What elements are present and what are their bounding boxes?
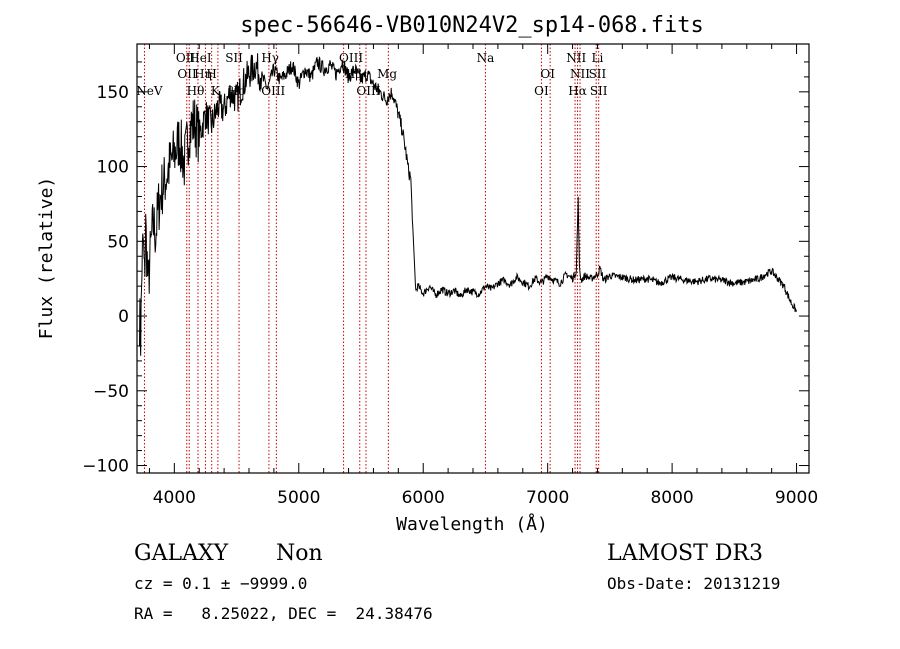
- line-label-K: K: [211, 84, 221, 98]
- class-label: GALAXY: [134, 541, 229, 566]
- x-tick-label: 5000: [277, 488, 320, 508]
- line-label-OI-b: OI: [540, 67, 555, 81]
- line-label-NII-a: NII: [566, 51, 586, 65]
- line-markers: [143, 44, 600, 473]
- line-label-OII-2: OII: [177, 67, 197, 81]
- chart-title: spec-56646-VB010N24V2_sp14-068.fits: [240, 13, 704, 38]
- line-label-NeV: NeV: [136, 84, 163, 98]
- obs-date: Obs-Date: 20131219: [607, 574, 780, 593]
- line-label-HeI: HeI: [189, 51, 212, 65]
- line-label-SII-b: SII: [590, 84, 608, 98]
- radec-text: RA = 8.25022, DEC = 24.38476: [134, 604, 433, 623]
- y-axis-label: Flux (relative): [36, 177, 57, 340]
- cz-text: cz = 0.1 ± −9999.0: [134, 574, 307, 593]
- line-label-H-eta: Hη: [194, 67, 212, 81]
- line-label-H-zeta: H: [206, 67, 216, 81]
- line-label-NII-b: NII: [570, 67, 590, 81]
- y-tick-label: 150: [97, 83, 129, 103]
- x-tick-label: 8000: [650, 488, 693, 508]
- line-label-Mg: Mg: [377, 67, 397, 81]
- line-label-Hgamma: Hγ: [261, 51, 279, 65]
- line-label-OIII-b: OIII: [339, 51, 363, 65]
- subclass-label: Non: [276, 541, 323, 566]
- line-label-SII: SII: [225, 51, 243, 65]
- x-axis-label: Wavelength (Å): [396, 513, 548, 535]
- survey-label: LAMOST DR3: [607, 541, 763, 566]
- spectrum-line: [139, 53, 798, 356]
- line-label-SII-a: SII: [589, 67, 607, 81]
- x-tick-label: 7000: [526, 488, 569, 508]
- line-label-Na: Na: [477, 51, 495, 65]
- y-tick-label: −100: [82, 457, 129, 477]
- line-label-Hbeta: Hβ: [345, 67, 362, 81]
- y-tick-label: 100: [97, 158, 129, 178]
- y-tick-label: −50: [93, 382, 129, 402]
- x-axis-ticks: 4000 5000 6000 7000 8000 9000: [148, 44, 818, 508]
- line-label-OI-a: OI: [534, 84, 549, 98]
- line-label-Hbeta-theta: Hθ: [187, 84, 205, 98]
- line-label-OII: OII: [176, 51, 196, 65]
- line-label-Hdelta: Ho: [228, 84, 246, 98]
- line-label-Li: Li: [592, 51, 604, 65]
- y-tick-label: 0: [118, 307, 129, 327]
- line-label-OIII-a: OIII: [261, 84, 285, 98]
- x-tick-label: 6000: [402, 488, 445, 508]
- x-tick-label: 4000: [153, 488, 196, 508]
- x-tick-label: 9000: [775, 488, 818, 508]
- y-axis-ticks: −100 −50 0 50 100 150: [82, 61, 809, 477]
- y-tick-label: 50: [107, 232, 129, 252]
- line-label-Halpha: Hα: [568, 84, 587, 98]
- spectrum-series: [139, 53, 798, 356]
- line-label-OIII-c: OIII: [356, 84, 380, 98]
